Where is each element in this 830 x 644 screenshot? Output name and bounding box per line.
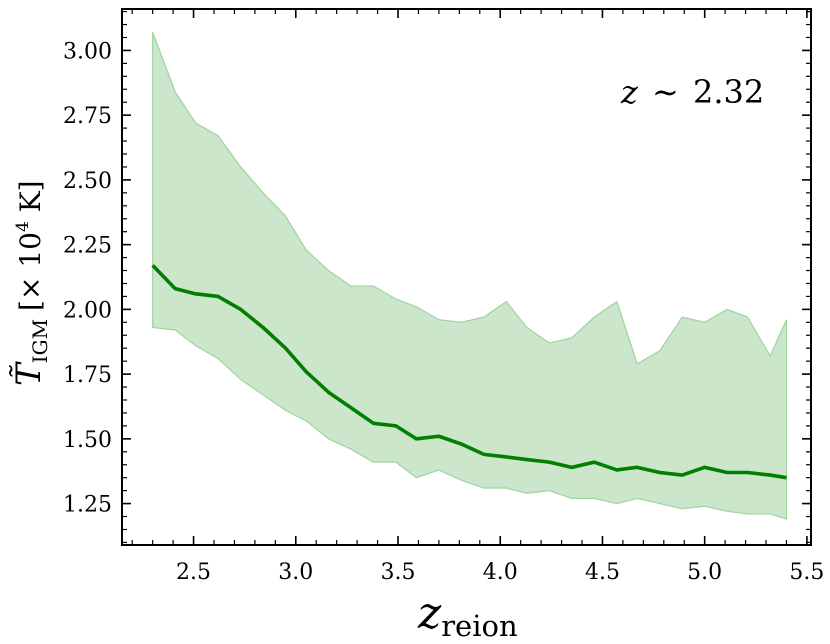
y-axis-label: T̃IGM[× 104 K] — [9, 180, 52, 386]
y-tick-label: 1.50 — [63, 428, 112, 453]
x-tick-label: 4.5 — [585, 560, 620, 585]
y-tick-label: 2.00 — [63, 298, 112, 323]
y-tick-label: 1.25 — [63, 493, 112, 518]
y-tick-label: 2.50 — [63, 169, 112, 194]
y-tick-label: 2.75 — [63, 104, 112, 129]
confidence-band — [152, 32, 788, 520]
redshift-annotation: z ∼ 2.32 — [620, 73, 764, 111]
y-axis-ticks: 1.25 1.50 1.75 2.00 2.25 2.50 2.75 3.00 — [63, 10, 811, 544]
y-tick-label: 3.00 — [63, 39, 112, 64]
x-tick-label: 5.0 — [687, 560, 722, 585]
x-tick-label: 3.0 — [278, 560, 313, 585]
plot-frame — [121, 8, 812, 546]
x-axis-label: zreion — [417, 588, 518, 643]
median-line-0 — [151, 264, 787, 480]
x-tick-label: 3.5 — [381, 560, 416, 585]
y-tick-label: 2.25 — [63, 234, 112, 259]
x-tick-label: 5.5 — [789, 560, 824, 585]
x-tick-label: 4.0 — [483, 560, 518, 585]
y-tick-label: 1.75 — [63, 363, 112, 388]
x-tick-label: 2.5 — [176, 560, 211, 585]
plot-area — [151, 32, 788, 520]
